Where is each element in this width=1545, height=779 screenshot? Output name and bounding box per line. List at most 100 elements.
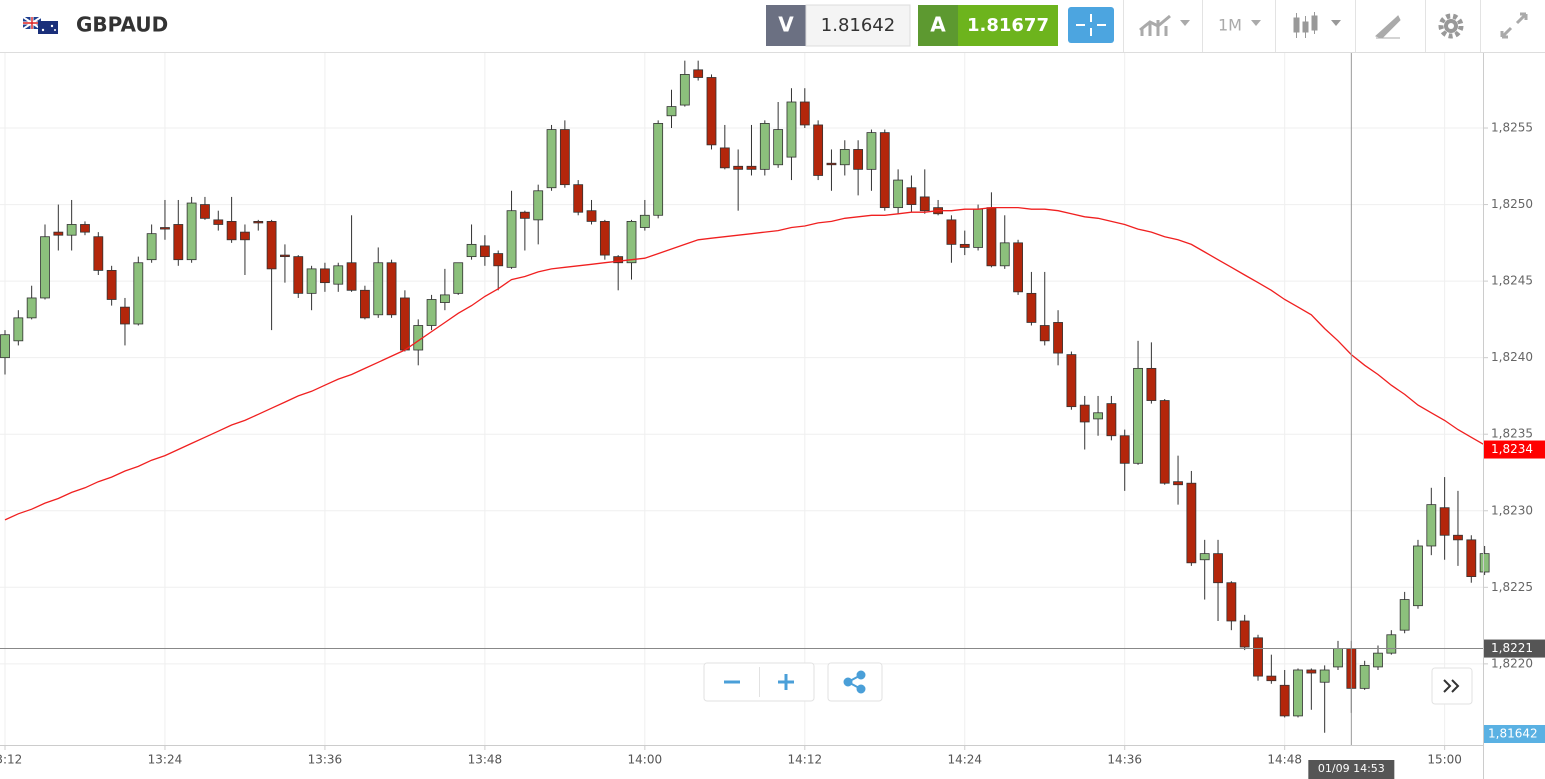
x-tick-label: 13:12 bbox=[0, 753, 22, 767]
candle-body bbox=[1159, 400, 1170, 484]
zoom-in[interactable] bbox=[778, 674, 794, 690]
buy-button[interactable] bbox=[918, 5, 958, 46]
candle-body bbox=[919, 196, 930, 212]
candle-body bbox=[1319, 669, 1330, 683]
candle-body bbox=[1426, 504, 1437, 547]
timeframe[interactable]: 1M bbox=[1218, 16, 1242, 35]
candle-body bbox=[1093, 412, 1103, 420]
candle-body bbox=[946, 219, 957, 245]
candle-body bbox=[1053, 322, 1063, 354]
crosshair-price-label: 1,8221 bbox=[1491, 641, 1533, 655]
candle-body bbox=[666, 106, 677, 117]
scroll-icon bbox=[1443, 679, 1460, 693]
candle-body bbox=[1466, 539, 1477, 577]
sell-price-box[interactable] bbox=[805, 4, 911, 47]
candle-body bbox=[280, 254, 290, 258]
candle-body bbox=[53, 231, 64, 236]
candle-body bbox=[40, 236, 50, 299]
sell-button[interactable] bbox=[766, 5, 806, 46]
candle-body bbox=[333, 265, 344, 285]
separators bbox=[1123, 0, 1481, 52]
candle-body bbox=[906, 187, 917, 205]
timeframe-arrow bbox=[1251, 20, 1261, 26]
x-tick-label: 13:36 bbox=[308, 753, 343, 767]
sell-price: 1.81642 bbox=[821, 15, 895, 36]
candle-body bbox=[173, 224, 184, 261]
candle-body bbox=[13, 317, 24, 342]
candle-body bbox=[1013, 242, 1023, 293]
candle-body bbox=[1026, 292, 1037, 323]
candle-body bbox=[360, 289, 370, 319]
candle-body bbox=[1293, 669, 1303, 717]
candle-body bbox=[346, 262, 357, 291]
candle-body bbox=[559, 129, 570, 186]
candle-body bbox=[1146, 367, 1157, 401]
candle-body bbox=[1066, 354, 1077, 408]
crosshair-button[interactable] bbox=[1068, 7, 1114, 43]
candle-body bbox=[426, 299, 437, 326]
candle-body bbox=[200, 204, 210, 219]
candle-body bbox=[679, 74, 690, 106]
candle-body bbox=[160, 227, 170, 230]
candle-body bbox=[546, 129, 557, 189]
bid-price-tag bbox=[1484, 725, 1545, 743]
candle-body bbox=[586, 210, 597, 222]
crosshair-price-tag bbox=[1484, 639, 1545, 658]
y-tick-label: 1,8225 bbox=[1491, 580, 1533, 594]
buy-price-box[interactable] bbox=[958, 5, 1058, 46]
candle-body bbox=[373, 262, 384, 316]
scroll-latest-button[interactable] bbox=[1431, 667, 1473, 705]
fullscreen-button[interactable] bbox=[1500, 12, 1528, 39]
candle-body bbox=[80, 224, 90, 233]
candle-body bbox=[1453, 534, 1463, 541]
settings-button[interactable] bbox=[1438, 13, 1464, 39]
candle-body bbox=[533, 190, 544, 221]
y-tick-label: 1,8235 bbox=[1491, 427, 1533, 441]
candle-body bbox=[226, 221, 237, 241]
candle-body bbox=[1173, 481, 1183, 486]
y-tick-label: 1,8240 bbox=[1491, 350, 1533, 364]
ma-price-tag bbox=[1484, 440, 1545, 459]
moving-average bbox=[4, 206, 1485, 521]
candle-body bbox=[320, 268, 330, 284]
candle-body bbox=[1266, 675, 1277, 682]
candle-body bbox=[639, 214, 650, 228]
candle-body bbox=[1333, 648, 1343, 668]
candle-body bbox=[1399, 599, 1410, 631]
candle-body bbox=[973, 208, 983, 248]
crosshair-time-tag bbox=[1308, 760, 1395, 779]
candle-body bbox=[1186, 482, 1197, 564]
candle-body bbox=[1199, 553, 1210, 561]
candle-body bbox=[706, 77, 717, 146]
candle-body bbox=[853, 149, 864, 170]
chart-type-button[interactable] bbox=[1139, 14, 1190, 36]
y-tick-label: 1,8255 bbox=[1491, 121, 1533, 135]
draw-tools-button[interactable] bbox=[1375, 15, 1401, 39]
candle-body bbox=[773, 129, 784, 166]
candle-body bbox=[826, 162, 837, 166]
candle-body bbox=[1439, 507, 1450, 536]
share-button[interactable] bbox=[827, 662, 883, 702]
candle-body bbox=[719, 147, 730, 169]
candle-body bbox=[66, 224, 77, 236]
candle-style-button[interactable] bbox=[1293, 12, 1341, 38]
candle-body bbox=[799, 101, 810, 126]
candle-body bbox=[133, 262, 144, 325]
x-tick-label: 14:12 bbox=[788, 753, 823, 767]
candle-body bbox=[1106, 403, 1117, 437]
candle-body bbox=[999, 242, 1010, 267]
candle-body bbox=[493, 253, 504, 267]
x-tick-label: 13:48 bbox=[468, 753, 503, 767]
candle-body bbox=[839, 149, 850, 166]
candle-body bbox=[959, 243, 970, 248]
candle-body bbox=[240, 231, 250, 241]
flag bbox=[22, 16, 58, 34]
x-tick-label: 14:00 bbox=[628, 753, 663, 767]
candle-body bbox=[479, 245, 490, 258]
crosshair-time-label: 01/09 14:53 bbox=[1318, 762, 1385, 775]
candle-body bbox=[653, 123, 664, 216]
candle-body bbox=[506, 210, 517, 268]
symbol: GBPAUD bbox=[76, 13, 168, 37]
